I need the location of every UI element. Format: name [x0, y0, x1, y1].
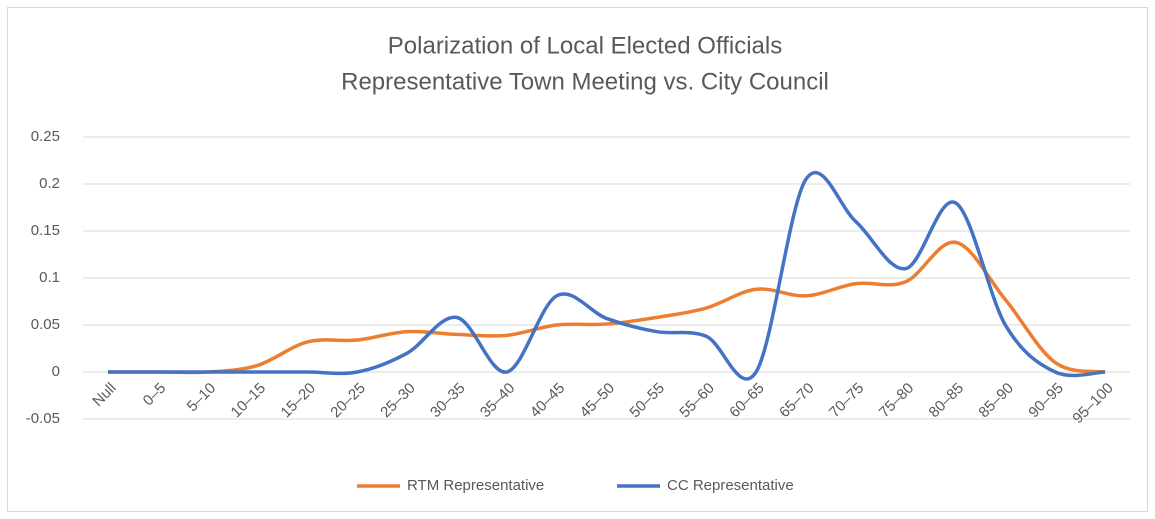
y-tick-label: 0.2 — [39, 175, 60, 192]
chart-border — [7, 7, 1148, 512]
y-tick-label: 0.1 — [39, 269, 60, 286]
y-tick-label: 0.05 — [31, 316, 60, 333]
y-tick-label: 0.15 — [31, 222, 60, 239]
legend-label: CC Representative — [667, 477, 794, 494]
series-line — [107, 170, 1106, 381]
y-tick-label: 0 — [52, 363, 60, 380]
chart-title: Polarization of Local Elected Officials — [388, 32, 782, 59]
legend-label: RTM Representative — [407, 477, 544, 494]
y-tick-label: -0.05 — [26, 410, 60, 427]
y-tick-label: 0.25 — [31, 128, 60, 145]
chart-subtitle: Representative Town Meeting vs. City Cou… — [341, 68, 829, 95]
